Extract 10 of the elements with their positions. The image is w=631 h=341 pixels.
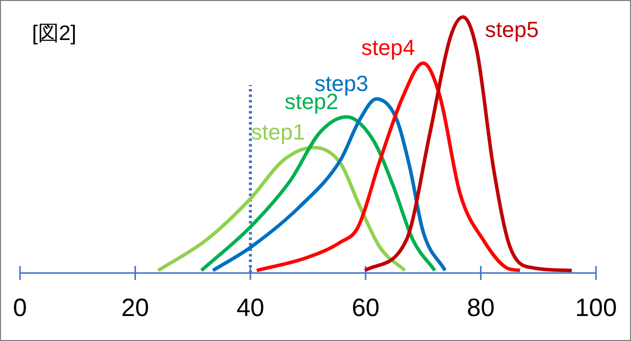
series-label: step5 [484,17,539,42]
x-tick-label: 60 [352,294,380,322]
chart-title: [図2] [32,22,76,45]
x-tick-label: 100 [575,294,617,322]
x-tick-label: 40 [236,294,264,322]
series-label: step1 [251,120,306,145]
x-tick-label: 20 [121,294,150,322]
series-label: step4 [361,35,416,60]
x-tick-label: 0 [13,294,27,322]
x-tick-label: 80 [466,294,495,322]
